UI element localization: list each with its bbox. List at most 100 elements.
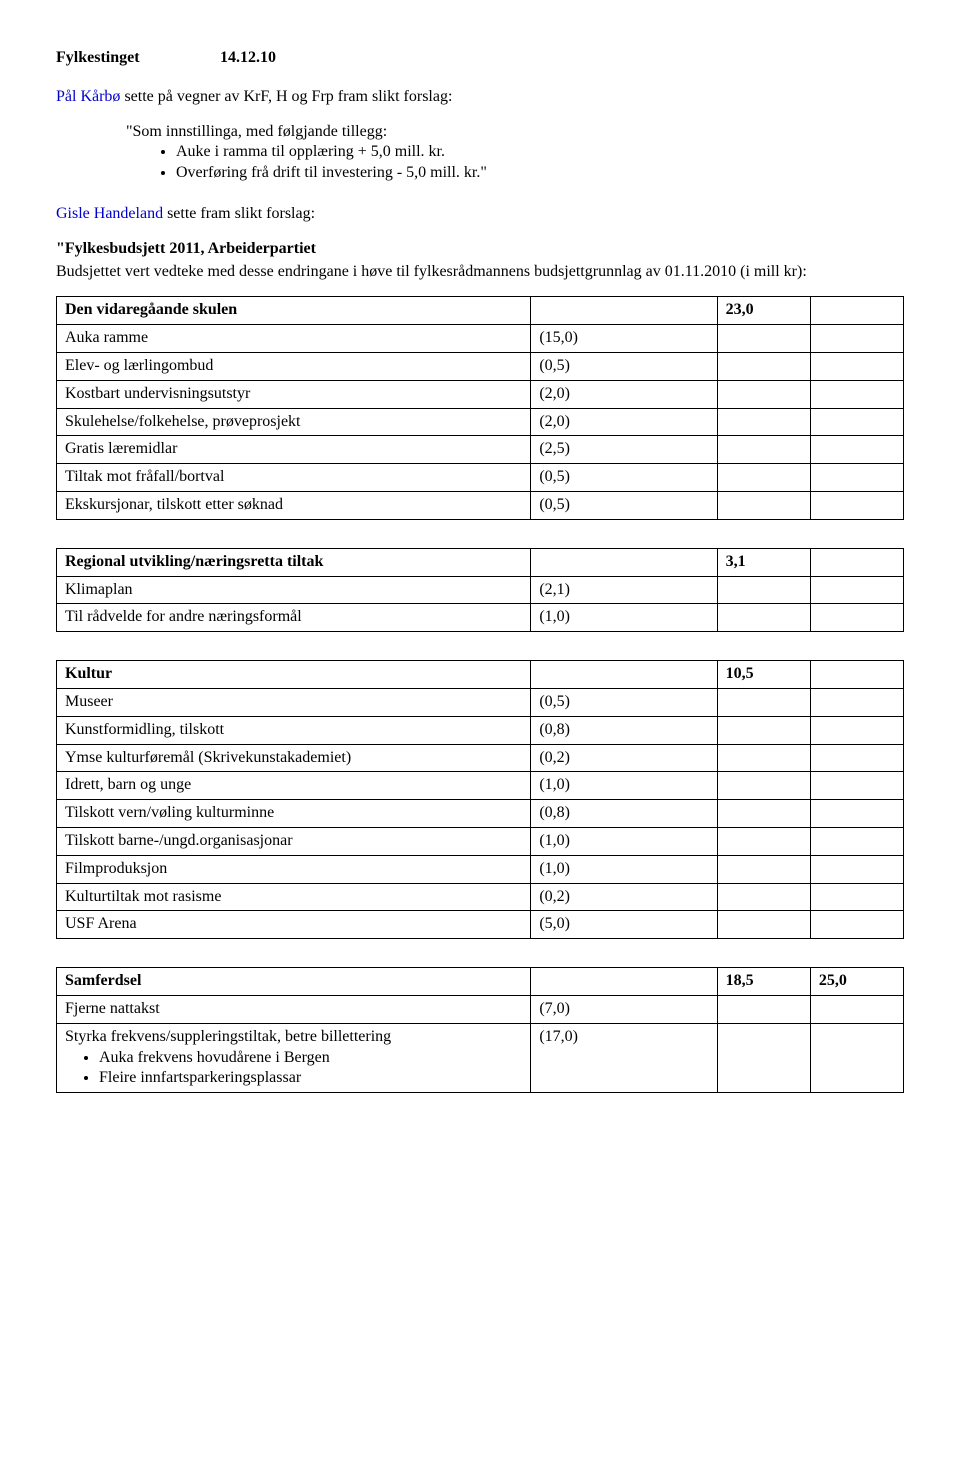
cell-val: (7,0) xyxy=(531,995,717,1023)
table-regional: Regional utvikling/næringsretta tiltak 3… xyxy=(56,548,904,632)
cell-extra xyxy=(810,716,903,744)
table-header-label: Regional utvikling/næringsretta tiltak xyxy=(57,548,531,576)
quote-bullet: Overføring frå drift til investering - 5… xyxy=(176,163,904,184)
cell-val: (1,0) xyxy=(531,827,717,855)
cell-tot xyxy=(717,464,810,492)
intro-rest: sette på vegner av KrF, H og Frp fram sl… xyxy=(120,88,452,105)
cell-tot xyxy=(717,688,810,716)
cell-val: (1,0) xyxy=(531,772,717,800)
table-header-extra xyxy=(810,297,903,325)
cell-extra xyxy=(810,464,903,492)
cell-val: (17,0) xyxy=(531,1023,717,1092)
cell-tot xyxy=(717,436,810,464)
table-row: Ymse kulturføremål (Skrivekunstakademiet… xyxy=(57,744,904,772)
intro-line: Pål Kårbø sette på vegner av KrF, H og F… xyxy=(56,87,904,108)
cell-val: (2,1) xyxy=(531,576,717,604)
cell-label: Museer xyxy=(57,688,531,716)
table-row: Fjerne nattakst (7,0) xyxy=(57,995,904,1023)
table-header-extra: 25,0 xyxy=(810,968,903,996)
cell-val: (2,5) xyxy=(531,436,717,464)
cell-val: (1,0) xyxy=(531,855,717,883)
table-header-row: Regional utvikling/næringsretta tiltak 3… xyxy=(57,548,904,576)
cell-label: Til rådvelde for andre næringsformål xyxy=(57,604,531,632)
table-header-row: Kultur 10,5 xyxy=(57,661,904,689)
cell-extra xyxy=(810,800,903,828)
cell-tot xyxy=(717,855,810,883)
cell-val: (1,0) xyxy=(531,604,717,632)
table-row: Ekskursjonar, tilskott etter søknad(0,5) xyxy=(57,491,904,519)
table-header-val xyxy=(531,968,717,996)
cell-tot xyxy=(717,995,810,1023)
table-row: Tiltak mot fråfall/bortval(0,5) xyxy=(57,464,904,492)
cell-extra xyxy=(810,380,903,408)
cell-val: (0,5) xyxy=(531,464,717,492)
table-header-row: Samferdsel 18,5 25,0 xyxy=(57,968,904,996)
table-header-label: Den vidaregåande skulen xyxy=(57,297,531,325)
cell-tot xyxy=(717,827,810,855)
gisle-rest: sette fram slikt forslag: xyxy=(163,205,315,222)
table-row: Filmproduksjon(1,0) xyxy=(57,855,904,883)
cell-label: Kulturtiltak mot rasisme xyxy=(57,883,531,911)
cell-label: Tilskott vern/vøling kulturminne xyxy=(57,800,531,828)
cell-tot xyxy=(717,744,810,772)
table-row: Klimaplan(2,1) xyxy=(57,576,904,604)
table-header-extra xyxy=(810,548,903,576)
cell-val: (0,2) xyxy=(531,744,717,772)
quote-bullet: Auke i ramma til opplæring + 5,0 mill. k… xyxy=(176,142,904,163)
table-header-total: 10,5 xyxy=(717,661,810,689)
cell-tot xyxy=(717,1023,810,1092)
cell-label: Skulehelse/folkehelse, prøveprosjekt xyxy=(57,408,531,436)
cell-tot xyxy=(717,883,810,911)
cell-label: Kunstformidling, tilskott xyxy=(57,716,531,744)
cell-extra xyxy=(810,604,903,632)
cell-label: Klimaplan xyxy=(57,576,531,604)
cell-sub-item: Fleire innfartsparkeringsplassar xyxy=(99,1068,522,1089)
fb-title: "Fylkesbudsjett 2011, Arbeiderpartiet xyxy=(56,239,904,260)
cell-tot xyxy=(717,491,810,519)
table-row: Kostbart undervisningsutstyr(2,0) xyxy=(57,380,904,408)
cell-extra xyxy=(810,1023,903,1092)
table-row: Elev- og lærlingombud(0,5) xyxy=(57,352,904,380)
cell-tot xyxy=(717,576,810,604)
table-header-row: Den vidaregåande skulen 23,0 xyxy=(57,297,904,325)
table-row: Kulturtiltak mot rasisme(0,2) xyxy=(57,883,904,911)
cell-extra xyxy=(810,688,903,716)
table-row: Auka ramme(15,0) xyxy=(57,325,904,353)
cell-tot xyxy=(717,911,810,939)
cell-extra xyxy=(810,408,903,436)
table-row: USF Arena(5,0) xyxy=(57,911,904,939)
table-row: Tilskott barne-/ungd.organisasjonar(1,0) xyxy=(57,827,904,855)
table-header-val xyxy=(531,297,717,325)
cell-val: (2,0) xyxy=(531,380,717,408)
table-row: Gratis læremidlar(2,5) xyxy=(57,436,904,464)
cell-extra xyxy=(810,352,903,380)
cell-extra xyxy=(810,827,903,855)
cell-sub-list: Auka frekvens hovudårene i Bergen Fleire… xyxy=(99,1048,522,1090)
table-header-extra xyxy=(810,661,903,689)
quote-lead: "Som innstillinga, med følgjande tillegg… xyxy=(126,122,904,143)
cell-label: Styrka frekvens/suppleringstiltak, betre… xyxy=(57,1023,531,1092)
fb-para: Budsjettet vert vedteke med desse endrin… xyxy=(56,262,904,283)
table-row: Til rådvelde for andre næringsformål(1,0… xyxy=(57,604,904,632)
table-header-total: 3,1 xyxy=(717,548,810,576)
cell-extra xyxy=(810,855,903,883)
cell-tot xyxy=(717,352,810,380)
cell-val: (15,0) xyxy=(531,325,717,353)
table-header-total: 18,5 xyxy=(717,968,810,996)
cell-extra xyxy=(810,325,903,353)
quote-bullets: Auke i ramma til opplæring + 5,0 mill. k… xyxy=(176,142,904,184)
table-row: Styrka frekvens/suppleringstiltak, betre… xyxy=(57,1023,904,1092)
table-header-total: 23,0 xyxy=(717,297,810,325)
cell-val: (2,0) xyxy=(531,408,717,436)
cell-extra xyxy=(810,744,903,772)
cell-val: (0,5) xyxy=(531,352,717,380)
cell-extra xyxy=(810,576,903,604)
gisle-name: Gisle Handeland xyxy=(56,205,163,222)
table-row: Kunstformidling, tilskott(0,8) xyxy=(57,716,904,744)
cell-val: (0,2) xyxy=(531,883,717,911)
header-left: Fylkestinget xyxy=(56,48,216,69)
cell-tot xyxy=(717,800,810,828)
cell-tot xyxy=(717,772,810,800)
cell-label: Ekskursjonar, tilskott etter søknad xyxy=(57,491,531,519)
table-row: Museer(0,5) xyxy=(57,688,904,716)
